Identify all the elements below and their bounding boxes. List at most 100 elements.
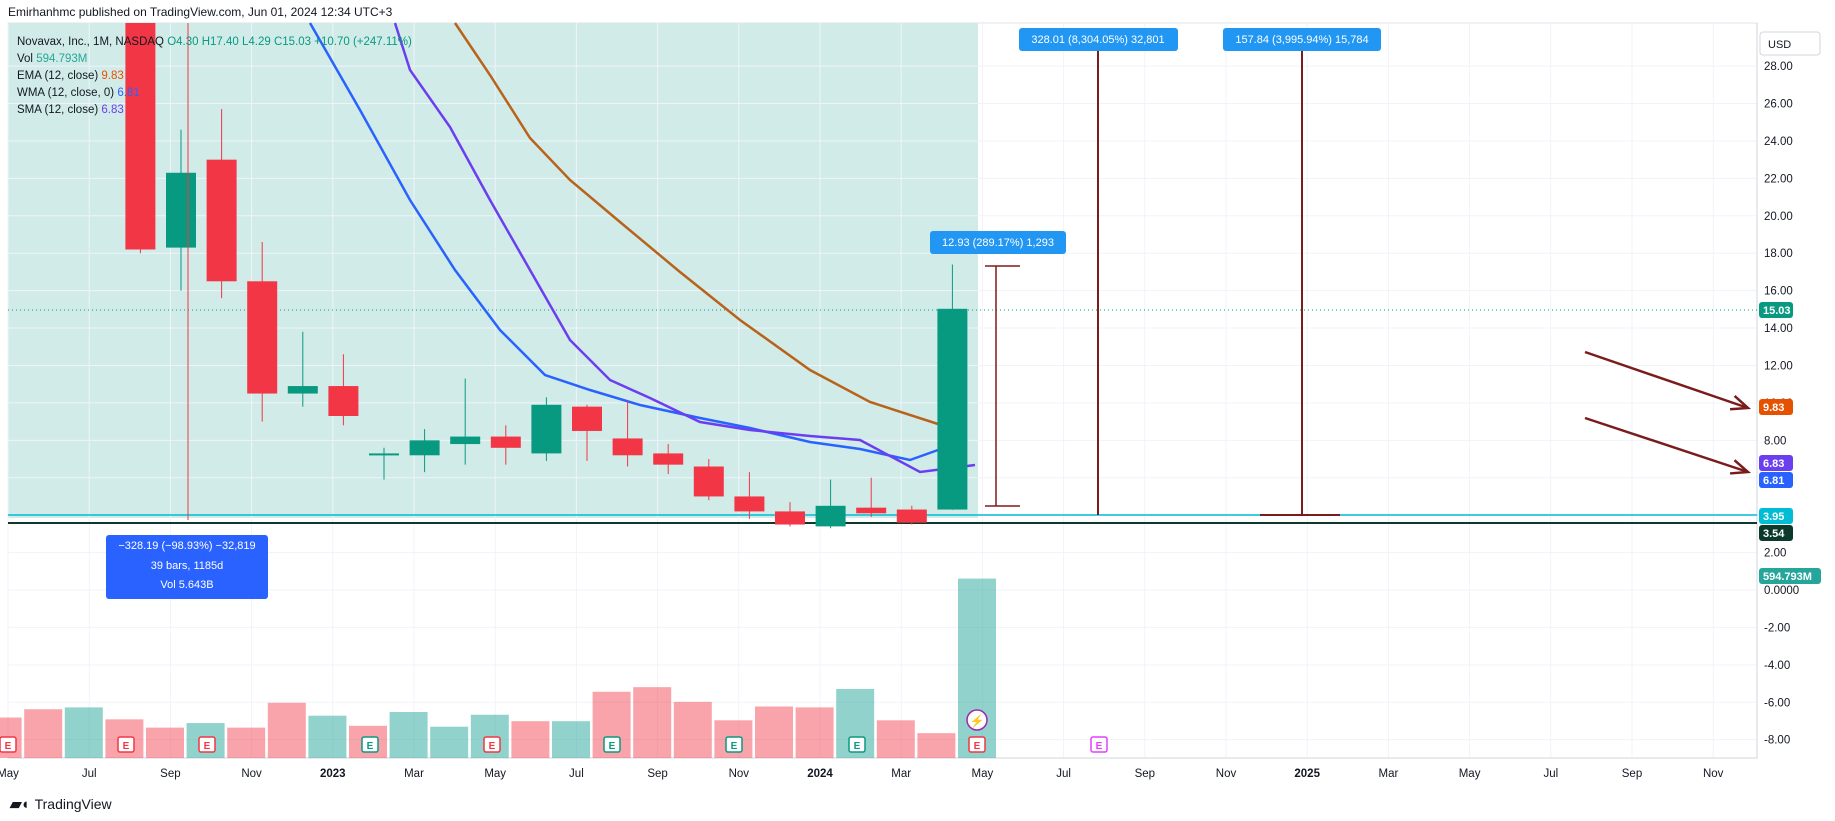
time-tick-label: Nov bbox=[1216, 768, 1237, 780]
time-tick-label: Sep bbox=[1622, 768, 1642, 780]
measure-label-mid: 12.93 (289.17%) 1,293 bbox=[942, 237, 1054, 249]
legend-symbol[interactable]: Novavax, Inc., 1M, NASDAQ bbox=[17, 36, 164, 48]
time-tick-label: Jul bbox=[1543, 768, 1558, 780]
volume-bar bbox=[308, 715, 347, 758]
measure-label-down-2: 39 bars, 1185d bbox=[151, 560, 224, 572]
arrow-ema bbox=[1584, 350, 1749, 410]
candle-body bbox=[775, 511, 805, 525]
price-label-sma bbox=[1759, 455, 1793, 471]
volume-bar bbox=[389, 712, 428, 758]
price-tick-label: 24.00 bbox=[1764, 136, 1793, 148]
candle-body bbox=[693, 466, 724, 497]
volume-bar bbox=[673, 701, 712, 758]
candle-body bbox=[896, 509, 927, 523]
price-tick-label: 20.00 bbox=[1764, 211, 1793, 223]
time-tick-label: Sep bbox=[1135, 768, 1155, 780]
measure-label-right1-box bbox=[1019, 28, 1178, 51]
price-label-volume bbox=[1759, 568, 1821, 584]
time-tick-label: Jul bbox=[82, 768, 97, 780]
earnings-icon-label: E bbox=[609, 741, 616, 752]
price-label-ema bbox=[1759, 399, 1793, 415]
time-tick-label: Mar bbox=[404, 768, 424, 780]
price-tick-label: -2.00 bbox=[1764, 622, 1790, 634]
earnings-icon bbox=[1090, 736, 1108, 753]
price-tick-label: 12.00 bbox=[1764, 360, 1793, 372]
candle-body bbox=[815, 505, 846, 527]
measure-label-right2: 157.84 (3,995.94%) 15,784 bbox=[1235, 34, 1368, 46]
tradingview-brand: TradingView bbox=[34, 796, 112, 812]
lightning-glyph: ⚡ bbox=[970, 714, 985, 728]
price-tick-label: 16.00 bbox=[1764, 286, 1793, 298]
arrow-wma-head bbox=[1729, 459, 1752, 475]
price-label-wma-text: 6.81 bbox=[1763, 475, 1784, 487]
measure-label-down-3: Vol 5.643B bbox=[160, 579, 213, 591]
legend-sma-label[interactable]: SMA (12, close) bbox=[17, 104, 99, 116]
volume-bar bbox=[24, 709, 63, 758]
price-label-line-text: 3.95 bbox=[1763, 511, 1784, 523]
volume-bar bbox=[795, 707, 834, 758]
price-label-sma-text: 6.83 bbox=[1763, 458, 1784, 470]
time-tick-label: May bbox=[972, 768, 994, 780]
measure-label-right2-box bbox=[1223, 28, 1381, 51]
measure-label-mid-box bbox=[930, 231, 1066, 254]
legend-ema-label[interactable]: EMA (12, close) bbox=[17, 70, 99, 82]
earnings-icon bbox=[198, 736, 216, 753]
candle-body bbox=[612, 438, 643, 456]
candle-body bbox=[125, 23, 156, 250]
price-tick-label: 0.0000 bbox=[1764, 585, 1799, 597]
price-label-wma bbox=[1759, 472, 1793, 488]
legend-vol-value: 594.793M bbox=[36, 53, 88, 65]
legend-vol-label[interactable]: Vol bbox=[17, 53, 33, 65]
volume-bar bbox=[552, 721, 590, 758]
time-tick-label: Nov bbox=[729, 768, 750, 780]
time-tick-label: May bbox=[484, 768, 506, 780]
price-label-line bbox=[1759, 508, 1793, 524]
volume-bar bbox=[64, 707, 103, 758]
earnings-icon bbox=[603, 736, 621, 753]
volume-bar bbox=[430, 726, 469, 758]
candle-body bbox=[653, 453, 684, 465]
time-tick-label: May bbox=[1459, 768, 1481, 780]
volume-bar bbox=[146, 727, 184, 758]
sma-line bbox=[393, 22, 976, 474]
earnings-icon-label: E bbox=[731, 741, 738, 752]
arrow-wma bbox=[1584, 416, 1749, 474]
price-label-last-text: 15.03 bbox=[1763, 305, 1791, 317]
earnings-icon bbox=[483, 736, 501, 753]
earnings-icon bbox=[848, 736, 866, 753]
tradingview-logo[interactable]: ▰◖ TradingView bbox=[10, 795, 112, 813]
price-tick-label: -8.00 bbox=[1764, 735, 1790, 747]
measure-label-right1: 328.01 (8,304.05%) 32,801 bbox=[1031, 34, 1164, 46]
time-tick-label: Mar bbox=[1378, 768, 1398, 780]
earnings-icon-label: E bbox=[489, 741, 496, 752]
time-tick-label: Nov bbox=[241, 768, 262, 780]
legend-ema-value: 9.83 bbox=[101, 70, 124, 82]
legend-sma-value: 6.83 bbox=[101, 104, 124, 116]
candle-body bbox=[247, 281, 278, 394]
legend-wma-label[interactable]: WMA (12, close, 0) bbox=[17, 87, 115, 99]
price-tick-label: -6.00 bbox=[1764, 697, 1790, 709]
earnings-icon-label: E bbox=[1096, 741, 1103, 752]
volume-bar bbox=[227, 727, 266, 758]
price-tick-label: 2.00 bbox=[1764, 548, 1786, 560]
price-tick-label: 14.00 bbox=[1764, 323, 1793, 335]
price-tick-label: 8.00 bbox=[1764, 435, 1786, 447]
price-tick-label: 22.00 bbox=[1764, 173, 1793, 185]
price-tick-label: -4.00 bbox=[1764, 660, 1790, 672]
candle-body bbox=[409, 440, 440, 456]
candle-body bbox=[206, 159, 237, 282]
ema-line bbox=[453, 22, 939, 426]
earnings-icon-label: E bbox=[123, 741, 130, 752]
earnings-icon bbox=[0, 736, 17, 753]
chart-legend: Novavax, Inc., 1M, NASDAQ O4.30 H17.40 L… bbox=[17, 34, 412, 119]
published-line: Emirhanhmc published on TradingView.com,… bbox=[8, 5, 393, 19]
volume-bar bbox=[755, 706, 793, 758]
legend-wma-value: 6.81 bbox=[117, 87, 140, 99]
price-tick-label: 18.00 bbox=[1764, 248, 1793, 260]
price-tick-label: 26.00 bbox=[1764, 99, 1793, 111]
earnings-icon-label: E bbox=[5, 741, 12, 752]
candle-body bbox=[328, 386, 359, 416]
time-tick-label: Nov bbox=[1703, 768, 1724, 780]
volume-bar bbox=[633, 687, 672, 758]
